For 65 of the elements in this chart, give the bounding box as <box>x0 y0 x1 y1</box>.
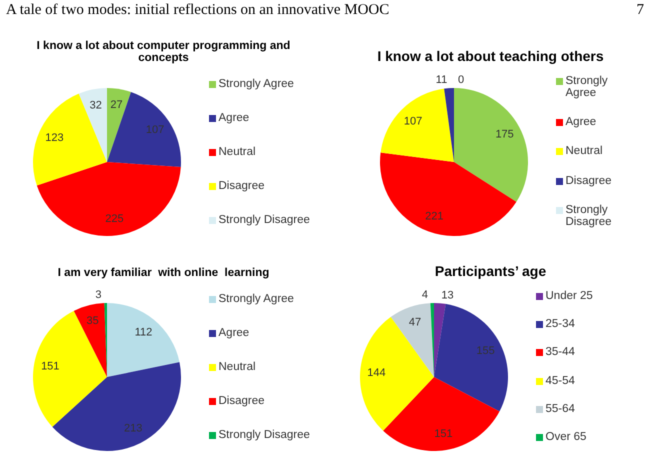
data-label: 225 <box>104 213 124 226</box>
legend-label: Strongly Agree <box>218 292 294 304</box>
text: 7 <box>636 2 644 20</box>
data-label: 112 <box>134 326 152 338</box>
pie-slice <box>382 377 500 451</box>
data-label: 4 <box>421 289 428 302</box>
data-label: 27 <box>110 99 122 112</box>
chart-title: I know a lot about computer programming and concepts <box>36 39 292 64</box>
legend-label: Disagree <box>218 394 265 406</box>
pie-slice <box>390 303 434 377</box>
legend-label: Disagree <box>566 174 612 187</box>
data-label: 107 <box>145 124 164 136</box>
legend-label: Agree <box>566 116 596 128</box>
data-label: 47 <box>408 316 421 329</box>
legend-label: Agree <box>218 326 250 338</box>
data-label: 151 <box>434 428 452 440</box>
data-label: 151 <box>40 360 59 372</box>
legend-label: Strongly Disagree <box>218 214 310 226</box>
pie-slice <box>73 303 106 377</box>
pie-slice <box>36 162 180 236</box>
data-label: 13 <box>440 289 454 302</box>
pie-slice <box>454 88 528 202</box>
pie-slice <box>360 316 434 431</box>
chart-title: I know a lot about teaching others <box>376 47 605 64</box>
legend-label: Neutral <box>566 145 603 158</box>
data-label: 107 <box>403 115 422 128</box>
legend-label: Strongly Agree <box>566 75 609 100</box>
pie-slice <box>380 88 454 162</box>
pie-slice <box>380 152 516 236</box>
text: A tale of two modes: initial reflections on an innovative MOOC <box>6 2 390 20</box>
data-label: 123 <box>44 132 64 144</box>
pie-slice <box>32 94 106 186</box>
legend-label: Strongly Disagree <box>218 428 310 440</box>
pie-slice <box>78 88 106 162</box>
legend-label: Under 25 <box>546 290 593 302</box>
legend-label: Neutral <box>218 360 256 372</box>
legend-label: Over 65 <box>546 431 586 444</box>
legend-label: Strongly Agree <box>218 78 294 90</box>
data-label: 155 <box>476 345 494 358</box>
data-label: 11 <box>435 74 447 86</box>
legend-label: 25-34 <box>546 318 575 330</box>
data-label: 213 <box>123 422 142 434</box>
legend-label: 35-44 <box>546 346 575 358</box>
data-label: 221 <box>424 210 443 222</box>
pie-slice <box>106 92 180 167</box>
pie-slice <box>32 310 106 427</box>
legend-label: Strongly Disagree <box>566 204 613 228</box>
chart-title: I am very familiar with online learning <box>56 266 270 279</box>
data-label: 3 <box>94 289 102 302</box>
pie-slice <box>434 304 508 412</box>
legend-label: Disagree <box>218 180 265 192</box>
legend-label: Agree <box>218 112 250 124</box>
legend-label: 45-54 <box>546 374 575 387</box>
text: 0 <box>457 74 464 86</box>
data-label: 144 <box>366 367 386 380</box>
legend-label: Neutral <box>218 146 256 158</box>
legend-label: 55-64 <box>546 402 575 415</box>
pie-slice <box>444 88 454 162</box>
pie-slice <box>434 303 446 377</box>
data-label: 35 <box>86 315 98 328</box>
pie-slice <box>106 88 130 162</box>
chart-title: Participants’ age <box>434 262 548 279</box>
data-label: 32 <box>89 99 102 112</box>
pie-slice <box>106 303 179 377</box>
data-label: 175 <box>494 128 514 140</box>
